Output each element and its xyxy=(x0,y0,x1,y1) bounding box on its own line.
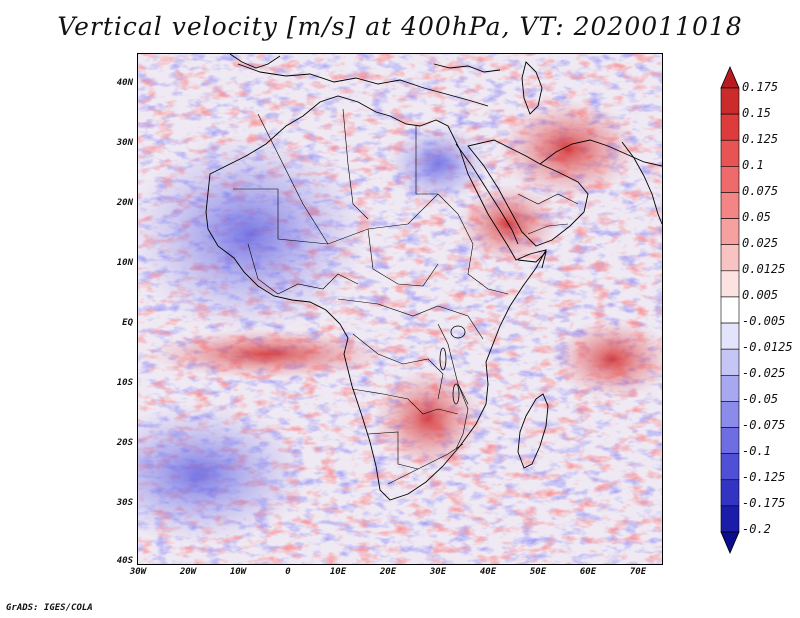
congo-border xyxy=(352,333,444,400)
mediterranean-north-coast xyxy=(237,63,489,107)
colorbar-label: -0.1 xyxy=(742,444,771,458)
arabia-internal-border xyxy=(517,193,579,205)
lon-tick-label: 10W xyxy=(229,567,247,577)
lat-tick-label: 40S xyxy=(116,556,133,566)
colorbar-segment xyxy=(720,374,740,402)
colorbar-label: -0.125 xyxy=(742,470,786,484)
lat-tick-label: 10N xyxy=(116,258,133,268)
lon-tick-label: 30E xyxy=(429,567,447,577)
libya-egypt-border xyxy=(415,126,438,195)
caspian-sea-coast xyxy=(521,61,543,115)
lat-tick-label: 20N xyxy=(116,198,133,208)
lon-tick-label: 50E xyxy=(529,567,547,577)
north-africa-border xyxy=(257,113,329,245)
algeria-libya-border xyxy=(342,108,369,220)
colorbar-segment xyxy=(720,296,740,324)
lat-tick-label: 10S xyxy=(116,378,133,388)
lake-tanganyika xyxy=(439,347,447,371)
colorbar-top-arrow xyxy=(720,66,740,89)
lon-tick-label: 30W xyxy=(129,567,147,577)
sudan-ethiopia-border xyxy=(437,193,509,295)
angola-zambia-border xyxy=(351,388,459,415)
coastlines xyxy=(205,54,662,501)
vertical-velocity-map xyxy=(138,54,662,564)
colorbar-segment xyxy=(720,427,740,454)
west-africa-border xyxy=(247,243,359,295)
colorbar-label: 0.15 xyxy=(742,106,771,120)
colorbar-label: 0.075 xyxy=(742,184,779,198)
sahel-border xyxy=(233,188,439,245)
colorbar-segment xyxy=(720,244,740,272)
chart-title: Vertical velocity [m/s] at 400hPa, VT: 2… xyxy=(57,12,743,41)
colorbar-segment xyxy=(720,348,740,376)
colorbar-label: -0.2 xyxy=(742,522,771,536)
somalia-horn-coast xyxy=(517,250,547,269)
lon-tick-label: 20W xyxy=(179,567,197,577)
colorbar-segment xyxy=(720,453,740,481)
colorbar-label: 0.1 xyxy=(742,158,764,172)
colorbar-segment xyxy=(720,270,740,298)
black-sea-coast xyxy=(433,63,501,73)
country-borders xyxy=(233,108,579,485)
lakes xyxy=(439,325,466,405)
lat-tick-label: 30N xyxy=(116,138,133,148)
south-africa-border xyxy=(387,443,464,485)
iberia-coastline xyxy=(229,54,281,69)
colorbar-label: 0.125 xyxy=(742,132,779,146)
lon-tick-label: 0 xyxy=(285,567,291,577)
persian-gulf-coast xyxy=(539,139,662,167)
colorbar-label: -0.005 xyxy=(742,314,786,328)
colorbar-segment xyxy=(720,192,740,219)
lat-tick-label: EQ xyxy=(122,318,133,328)
colorbar-label: 0.025 xyxy=(742,236,779,250)
red-sea-coast xyxy=(455,143,519,245)
central-africa-border xyxy=(337,298,484,340)
colorbar-segment xyxy=(720,166,740,193)
lat-tick-label: 30S xyxy=(116,498,133,508)
grads-credit: GrADS: IGES/COLA xyxy=(6,603,93,613)
colorbar-segment xyxy=(720,87,740,115)
colorbar-segment xyxy=(720,218,740,246)
colorbar-label: -0.075 xyxy=(742,418,786,432)
lat-tick-label: 40N xyxy=(116,78,133,88)
colorbar-segment xyxy=(720,322,740,350)
arabian-peninsula-coastline xyxy=(467,139,589,247)
yemen-oman-border xyxy=(527,223,569,235)
lon-tick-label: 40E xyxy=(479,567,497,577)
colorbar-label: 0.05 xyxy=(742,210,771,224)
colorbar xyxy=(720,66,740,554)
colorbar-label: -0.05 xyxy=(742,392,779,406)
lon-tick-label: 20E xyxy=(379,567,397,577)
madagascar-coastline xyxy=(517,393,549,469)
great-lakes-border xyxy=(437,323,469,405)
colorbar-segment xyxy=(720,401,740,428)
colorbar-label: -0.175 xyxy=(742,496,786,510)
colorbar-label: 0.175 xyxy=(742,80,779,94)
colorbar-segment xyxy=(720,479,740,507)
colorbar-segment xyxy=(720,139,740,167)
colorbar-label: 0.005 xyxy=(742,288,779,302)
colorbar-segment xyxy=(720,505,740,533)
chad-sudan-border xyxy=(367,228,439,287)
lake-malawi xyxy=(452,383,460,405)
lake-victoria xyxy=(450,325,466,339)
colorbar-label: -0.025 xyxy=(742,366,786,380)
india-coastline xyxy=(621,141,662,225)
africa-coastline xyxy=(205,95,547,501)
colorbar-label: -0.0125 xyxy=(742,340,793,354)
map-plot-area xyxy=(137,53,663,565)
namibia-botswana-border xyxy=(367,431,419,470)
lon-tick-label: 70E xyxy=(629,567,647,577)
colorbar-segment xyxy=(720,113,740,141)
lon-tick-label: 10E xyxy=(329,567,347,577)
fine-scale-texture xyxy=(138,54,662,564)
mozambique-border xyxy=(455,383,469,450)
colorbar-bottom-arrow xyxy=(720,531,740,554)
lat-tick-label: 20S xyxy=(116,438,133,448)
lon-tick-label: 60E xyxy=(579,567,597,577)
colorbar-label: 0.0125 xyxy=(742,262,786,276)
